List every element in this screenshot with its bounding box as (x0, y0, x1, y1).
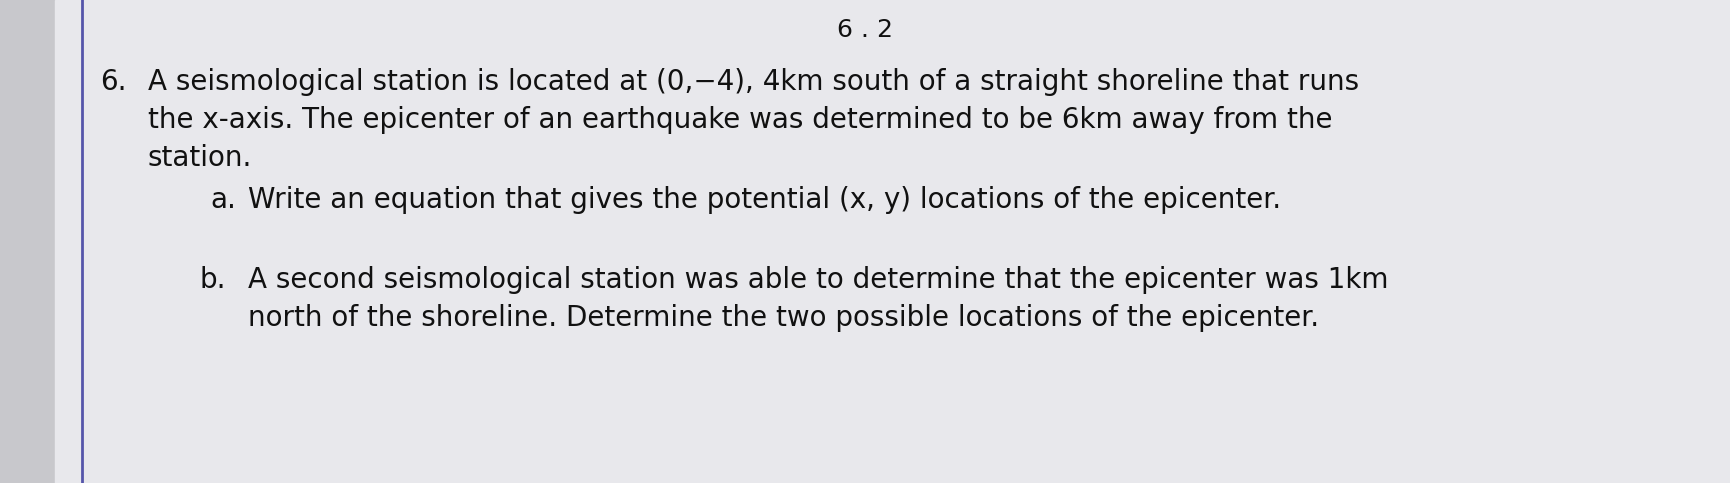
Text: A second seismological station was able to determine that the epicenter was 1km: A second seismological station was able … (247, 266, 1387, 294)
Text: b.: b. (201, 266, 227, 294)
Text: 6 . 2: 6 . 2 (837, 18, 893, 42)
Text: 6.: 6. (100, 68, 126, 96)
Text: a.: a. (209, 186, 235, 214)
Text: station.: station. (147, 144, 253, 172)
Text: north of the shoreline. Determine the two possible locations of the epicenter.: north of the shoreline. Determine the tw… (247, 304, 1318, 332)
Text: A seismological station is located at (0,−4), 4km south of a straight shoreline : A seismological station is located at (0… (147, 68, 1358, 96)
Text: the x-axis. The epicenter of an earthquake was determined to be 6km away from th: the x-axis. The epicenter of an earthqua… (147, 106, 1332, 134)
Text: Write an equation that gives the potential (x, y) locations of the epicenter.: Write an equation that gives the potenti… (247, 186, 1280, 214)
